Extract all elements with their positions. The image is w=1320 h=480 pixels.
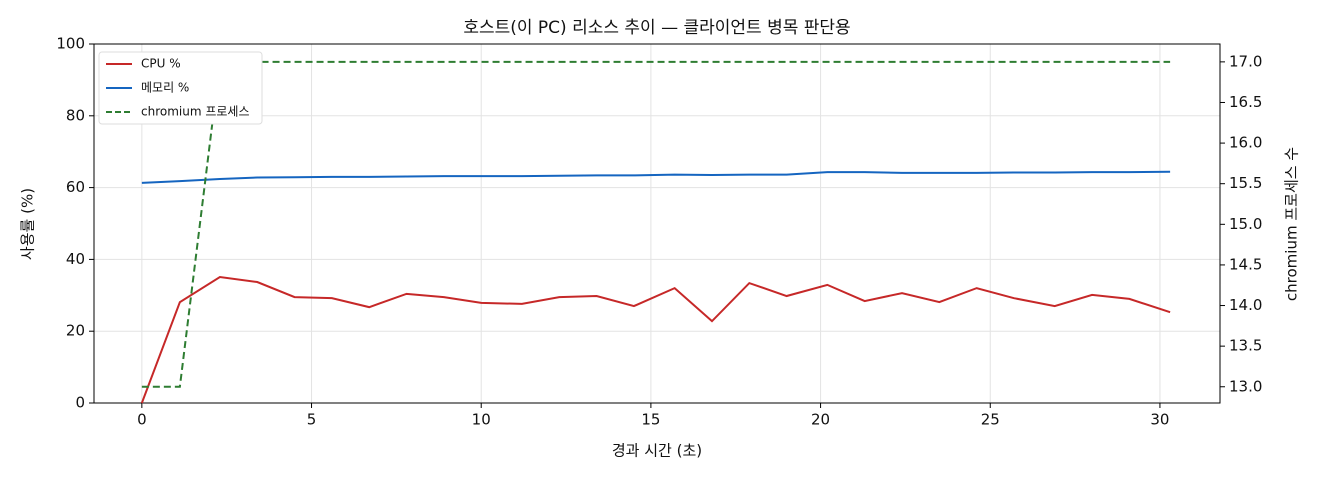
x-tick-label: 5 bbox=[307, 411, 317, 429]
x-tick-label: 30 bbox=[1150, 411, 1169, 429]
x-tick-label: 15 bbox=[641, 411, 660, 429]
x-tick-label: 10 bbox=[472, 411, 491, 429]
y-axis-label: 사용률 (%) bbox=[19, 188, 37, 260]
series-line bbox=[140, 275, 1171, 404]
x-axis-label: 경과 시간 (초) bbox=[612, 442, 702, 460]
y2-tick-label: 15.5 bbox=[1229, 174, 1262, 192]
x-tick-label: 20 bbox=[811, 411, 830, 429]
plot-frame bbox=[93, 43, 1221, 404]
y2-tick-label: 16.0 bbox=[1229, 134, 1262, 152]
x-tick-label: 25 bbox=[981, 411, 1000, 429]
y-tick-label: 20 bbox=[66, 322, 85, 340]
y-tick-label: 100 bbox=[56, 35, 85, 53]
legend-label: 메모리 % bbox=[141, 81, 189, 95]
y-tick-label: 80 bbox=[66, 106, 85, 124]
y2-tick-label: 13.0 bbox=[1229, 377, 1262, 395]
x-tick-label: 0 bbox=[137, 411, 147, 429]
y-tick-label: 60 bbox=[66, 178, 85, 196]
y2-tick-label: 16.5 bbox=[1229, 93, 1262, 111]
y-tick-label: 0 bbox=[75, 394, 85, 412]
legend-label: chromium 프로세스 bbox=[141, 105, 250, 119]
y2-tick-label: 14.0 bbox=[1229, 296, 1262, 314]
y2-tick-label: 14.5 bbox=[1229, 255, 1262, 273]
y-tick-label: 40 bbox=[66, 250, 85, 268]
y2-tick-label: 15.0 bbox=[1229, 215, 1262, 233]
series-line bbox=[141, 60, 1171, 388]
y2-tick-label: 17.0 bbox=[1229, 52, 1262, 70]
y2-tick-label: 13.5 bbox=[1229, 337, 1262, 355]
legend-box bbox=[98, 51, 263, 125]
chart-title: 호스트(이 PC) 리소스 추이 — 클라이언트 병목 판단용 bbox=[463, 18, 850, 38]
series-line bbox=[141, 170, 1171, 184]
legend-label: CPU % bbox=[141, 57, 181, 71]
y2-axis-label: chromium 프로세스 수 bbox=[1283, 147, 1301, 301]
